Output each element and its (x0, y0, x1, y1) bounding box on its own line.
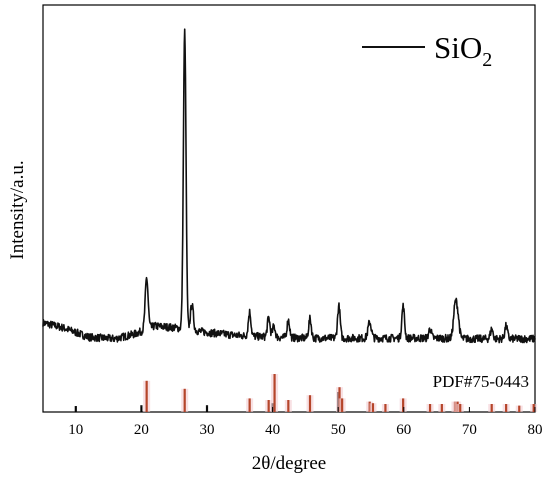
x-axis-ticks: 10 20 30 40 50 60 70 80 (68, 407, 543, 438)
x-tick-label: 80 (528, 422, 543, 438)
x-tick-label: 70 (462, 422, 477, 438)
legend-label-subscript: 2 (482, 49, 492, 71)
reference-peak-bar (183, 388, 186, 412)
reference-peak-bar (518, 405, 521, 412)
reference-peak-bar (402, 398, 405, 412)
reference-peak-bar (532, 404, 535, 412)
reference-peaks (74, 374, 538, 412)
y-axis-label: Intensity/a.u. (7, 160, 28, 259)
series-line-sio2 (42, 28, 536, 344)
x-tick-label: 30 (200, 422, 215, 438)
legend-label-main: SiO (434, 30, 482, 65)
reference-peak-bar (428, 404, 432, 412)
reference-label: PDF#75-0443 (433, 372, 529, 391)
reference-peak-bar (341, 398, 344, 412)
reference-peak-bar (371, 403, 375, 412)
reference-peak-bar (273, 374, 276, 412)
plot-frame (42, 4, 536, 413)
reference-peak-bar (440, 404, 443, 412)
x-tick-label: 10 (68, 422, 83, 438)
reference-peak-bar (490, 404, 493, 412)
x-tick-label: 40 (265, 422, 280, 438)
reference-peak-bar (267, 400, 270, 412)
reference-peak-bar (459, 404, 462, 412)
x-tick-label: 50 (331, 422, 346, 438)
reference-peak-bar (308, 395, 312, 412)
reference-peak-bar (248, 398, 251, 412)
reference-peak-bar (287, 400, 290, 412)
reference-peak-bar (384, 404, 387, 412)
x-tick-label: 60 (396, 422, 411, 438)
reference-peak-bar (505, 404, 508, 412)
x-axis-label: 2θ/degree (252, 453, 327, 474)
reference-peak-bar (145, 380, 148, 412)
legend: SiO2 (362, 30, 492, 71)
x-tick-label: 20 (134, 422, 149, 438)
legend-label: SiO2 (434, 30, 492, 71)
